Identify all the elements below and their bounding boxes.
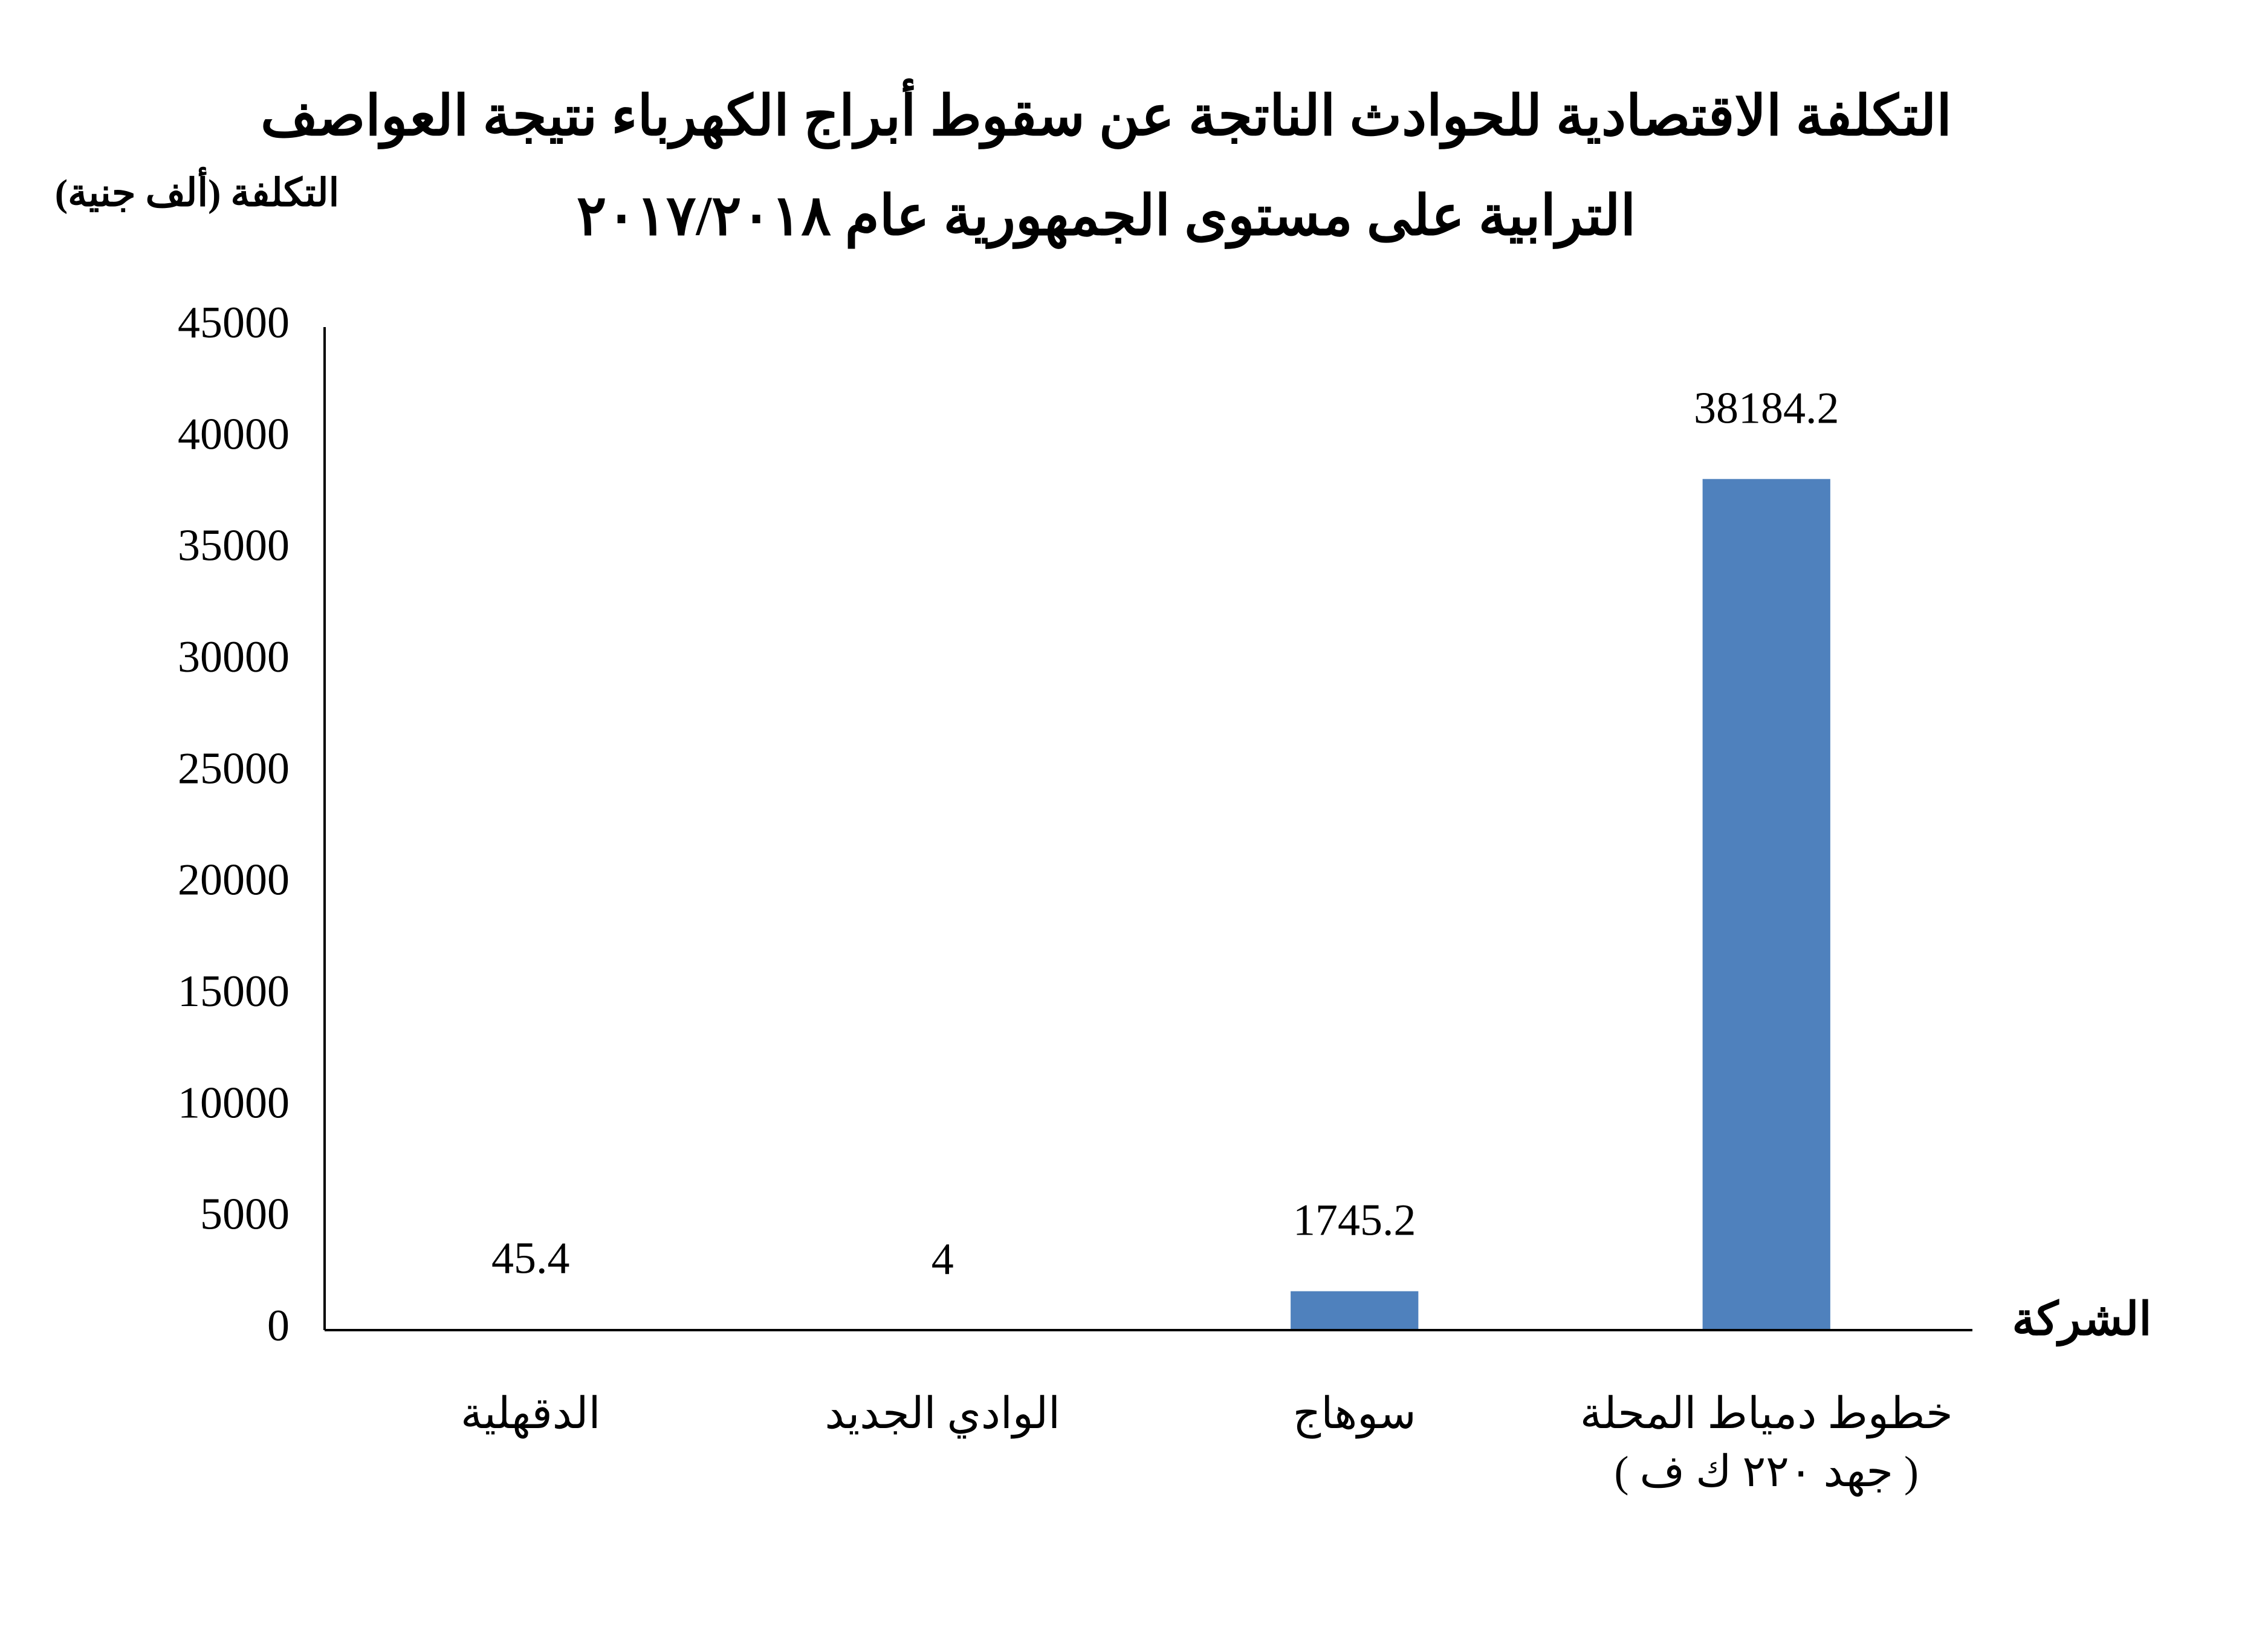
value-label: 45.4 xyxy=(491,1233,570,1283)
value-label: 1745.2 xyxy=(1293,1196,1416,1245)
y-tick-label: 30000 xyxy=(178,632,290,682)
bar xyxy=(1291,1291,1419,1330)
y-tick-label: 10000 xyxy=(178,1078,290,1128)
y-tick-label: 15000 xyxy=(178,967,290,1016)
y-tick-label: 35000 xyxy=(178,521,290,571)
y-tick-label: 25000 xyxy=(178,744,290,793)
x-tick-label: الدقهلية xyxy=(460,1389,601,1438)
y-tick-label: 5000 xyxy=(200,1190,290,1239)
y-tick-label: 45000 xyxy=(178,298,290,348)
y-tick-label: 0 xyxy=(267,1301,290,1351)
x-tick-label: سوهاج xyxy=(1292,1389,1416,1438)
x-axis-label: الشركة xyxy=(2012,1294,2152,1346)
x-tick-box: الدقهلية xyxy=(460,1389,601,1438)
y-tick-label: 20000 xyxy=(178,856,290,905)
x-tick-box: سوهاج xyxy=(1292,1389,1416,1438)
y-axis-label: التكلفة (ألف جنية) xyxy=(55,167,339,215)
x-tick-box: خطوط دمياط المحلة ( جهد ٢٢٠ ك ف ) xyxy=(1580,1389,1953,1496)
value-label: 4 xyxy=(932,1235,954,1284)
value-label: 38184.2 xyxy=(1694,383,1839,433)
x-tick-label: خطوط دمياط المحلة ( جهد ٢٢٠ ك ف ) xyxy=(1580,1389,1953,1496)
x-tick-box: الوادي الجديد xyxy=(825,1389,1061,1438)
y-tick-label: 40000 xyxy=(178,409,290,459)
title-box: التكلفة الاقتصادية للحوادث الناتجة عن سق… xyxy=(261,85,1952,247)
bar xyxy=(1702,479,1830,1330)
x-tick-label: الوادي الجديد xyxy=(825,1389,1061,1438)
chart-title: التكلفة الاقتصادية للحوادث الناتجة عن سق… xyxy=(261,85,1952,247)
